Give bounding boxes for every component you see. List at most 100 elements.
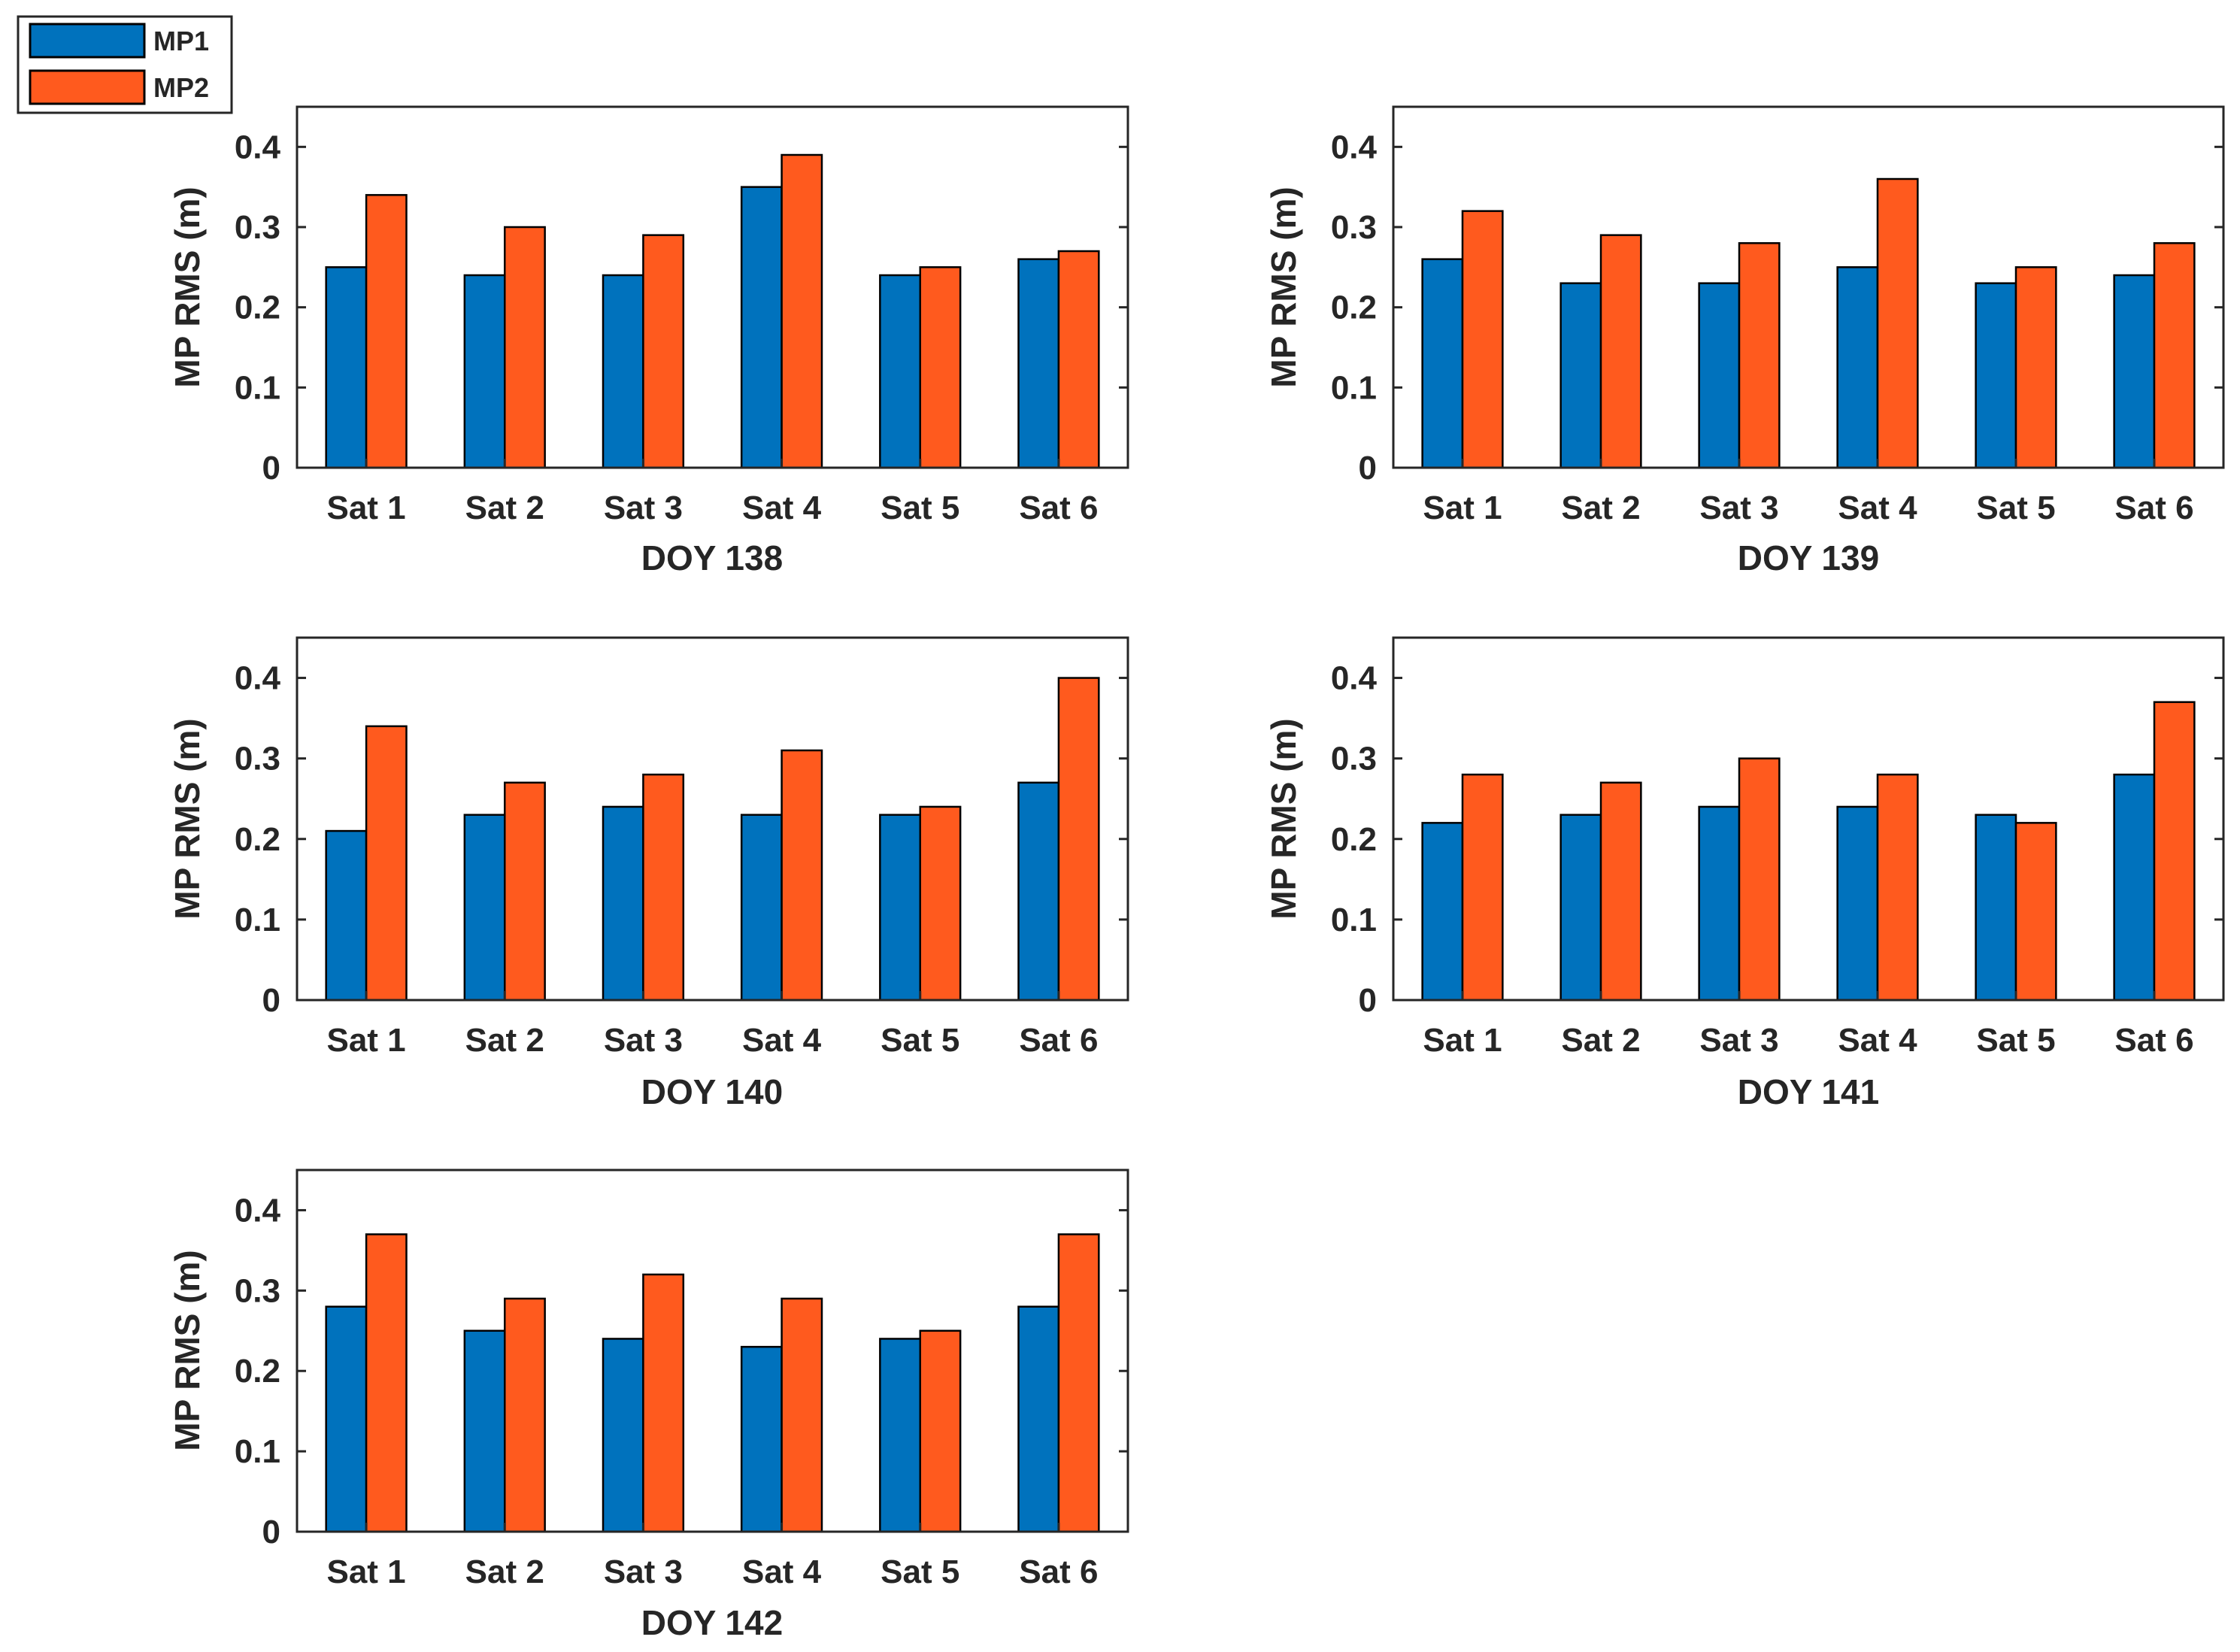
- bar-mp1-sat-3: [1698, 805, 1741, 1002]
- ylabel-doy-138: MP RMS (m): [168, 186, 207, 388]
- ytick-label: 0.1: [1331, 902, 1377, 938]
- axes-box-doy-141: [1392, 636, 2225, 1002]
- ytick-label: 0: [262, 450, 280, 487]
- xtick-label: Sat 6: [2114, 1022, 2193, 1059]
- ytick-label: 0.2: [235, 821, 280, 858]
- ytick-label: 0: [262, 1514, 280, 1550]
- bar-mp2-sat-2: [504, 781, 546, 1002]
- bar-mp1-sat-5: [1975, 814, 2017, 1002]
- legend-swatch-mp1: [29, 23, 146, 59]
- bar-mp1-sat-5: [1975, 282, 2017, 469]
- bar-mp1-sat-4: [740, 814, 783, 1002]
- bar-mp2-sat-6: [1057, 250, 1100, 469]
- xtick-label: Sat 2: [1561, 490, 1640, 526]
- xtick-label: Sat 2: [1561, 1022, 1640, 1059]
- bar-mp1-sat-2: [1560, 282, 1602, 469]
- bar-mp1-sat-4: [740, 186, 783, 469]
- axes-box-doy-139: [1392, 105, 2225, 469]
- bar-mp1-sat-2: [463, 274, 506, 469]
- xtick-label: Sat 5: [881, 1553, 959, 1590]
- xticks-doy-141: Sat 1 Sat 2 Sat 3 Sat 4 Sat 5 Sat 6: [1423, 991, 2194, 1059]
- bar-mp2-sat-4: [781, 749, 823, 1002]
- bar-mp2-sat-3: [642, 1273, 685, 1533]
- yticks-doy-139: 0 0.1 0.2 0.3 0.4: [1331, 129, 2223, 487]
- bar-mp1-sat-6: [2113, 274, 2156, 469]
- bar-mp2-sat-2: [1599, 781, 1642, 1002]
- xticks-doy-138: Sat 1 Sat 2 Sat 3 Sat 4 Sat 5 Sat 6: [326, 459, 1099, 526]
- ylabel-doy-142: MP RMS (m): [168, 1250, 207, 1451]
- xtick-label: Sat 3: [1699, 1022, 1778, 1059]
- bars-doy-141: [1421, 701, 2196, 1002]
- ytick-label: 0.2: [235, 1353, 280, 1390]
- xtick-label: Sat 4: [742, 1553, 822, 1590]
- bar-mp2-sat-6: [2153, 701, 2196, 1002]
- bar-mp2-sat-5: [919, 805, 962, 1002]
- yticks-doy-140: 0 0.1 0.2 0.3 0.4: [235, 660, 1128, 1019]
- legend: MP1 MP2: [17, 15, 233, 114]
- ytick-label: 0: [262, 982, 280, 1019]
- xticks-doy-139: Sat 1 Sat 2 Sat 3 Sat 4 Sat 5 Sat 6: [1423, 459, 2194, 526]
- ytick-label: 0: [1359, 450, 1377, 487]
- bar-mp1-sat-6: [1017, 258, 1060, 469]
- bar-mp2-sat-2: [1599, 234, 1642, 469]
- xtick-label: Sat 5: [881, 1022, 959, 1059]
- bar-mp1-sat-3: [1698, 282, 1741, 469]
- yticks-doy-138: 0 0.1 0.2 0.3 0.4: [235, 129, 1128, 487]
- bar-mp2-sat-1: [365, 1233, 408, 1533]
- xtick-label: Sat 1: [326, 1022, 405, 1059]
- xtick-label: Sat 1: [1423, 490, 1502, 526]
- ytick-label: 0.1: [235, 1433, 280, 1470]
- xtick-label: Sat 3: [604, 1022, 683, 1059]
- bar-mp2-sat-3: [642, 234, 685, 469]
- ytick-label: 0.3: [1331, 741, 1377, 778]
- bar-mp1-sat-1: [325, 266, 368, 469]
- xtick-label: Sat 5: [1976, 1022, 2055, 1059]
- bar-mp1-sat-5: [879, 1338, 922, 1533]
- xtick-label: Sat 4: [742, 490, 822, 526]
- xtick-label: Sat 5: [881, 490, 959, 526]
- legend-swatch-mp2: [29, 69, 146, 105]
- bar-mp2-sat-4: [781, 1297, 823, 1533]
- bars-doy-139: [1421, 177, 2196, 469]
- bar-mp2-sat-3: [1738, 242, 1781, 469]
- xticks-doy-142: Sat 1 Sat 2 Sat 3 Sat 4 Sat 5 Sat 6: [326, 1523, 1099, 1590]
- ytick-label: 0.4: [1331, 660, 1378, 697]
- ytick-label: 0.4: [235, 660, 281, 697]
- xtick-label: Sat 2: [465, 1553, 544, 1590]
- xtick-label: Sat 1: [326, 490, 405, 526]
- bar-mp2-sat-4: [781, 153, 823, 469]
- ytick-label: 0.4: [235, 1192, 281, 1229]
- xlabel-doy-140: DOY 140: [641, 1072, 783, 1111]
- bar-mp1-sat-2: [1560, 814, 1602, 1002]
- bar-mp2-sat-5: [919, 1329, 962, 1533]
- xtick-label: Sat 1: [1423, 1022, 1502, 1059]
- bar-mp1-sat-4: [1836, 805, 1879, 1002]
- xtick-label: Sat 3: [1699, 490, 1778, 526]
- bar-mp2-sat-1: [1461, 210, 1504, 469]
- bars-doy-142: [325, 1233, 1100, 1533]
- xtick-label: Sat 2: [465, 1022, 544, 1059]
- xtick-label: Sat 3: [604, 1553, 683, 1590]
- bar-mp2-sat-6: [1057, 677, 1100, 1002]
- bar-mp1-sat-1: [325, 1305, 368, 1533]
- bar-mp2-sat-4: [1876, 177, 1919, 469]
- bar-mp2-sat-1: [365, 194, 408, 469]
- xtick-label: Sat 1: [326, 1553, 405, 1590]
- legend-entry-mp1: MP1: [29, 23, 209, 59]
- xtick-label: Sat 2: [465, 490, 544, 526]
- ylabel-doy-139: MP RMS (m): [1264, 186, 1303, 388]
- xtick-label: Sat 4: [1838, 1022, 1917, 1059]
- bar-mp2-sat-2: [504, 1297, 546, 1533]
- bar-mp2-sat-6: [1057, 1233, 1100, 1533]
- bar-mp2-sat-6: [2153, 242, 2196, 469]
- legend-entry-mp2: MP2: [29, 69, 209, 105]
- xtick-label: Sat 4: [1838, 490, 1917, 526]
- xtick-label: Sat 3: [604, 490, 683, 526]
- bar-mp1-sat-2: [463, 1329, 506, 1533]
- bar-mp1-sat-1: [325, 829, 368, 1002]
- xtick-label: Sat 6: [2114, 490, 2193, 526]
- ytick-label: 0.3: [235, 209, 280, 246]
